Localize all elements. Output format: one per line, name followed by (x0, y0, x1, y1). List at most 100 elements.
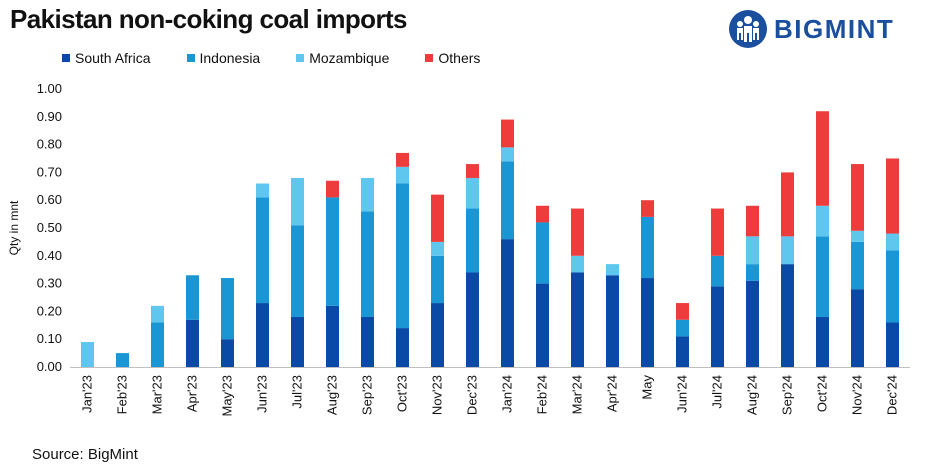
bar-south-africa (361, 316, 374, 367)
bar-south-africa (291, 316, 304, 367)
bar-indonesia (396, 183, 409, 329)
x-tick-label: Jul'23 (290, 375, 305, 409)
bar-south-africa (606, 275, 619, 367)
bar-mozambique (816, 205, 829, 237)
bar-indonesia (886, 250, 899, 323)
y-tick-label: 0.20 (37, 303, 62, 318)
legend-item-mozambique: Mozambique (296, 50, 389, 66)
y-tick-label: 0.10 (37, 331, 62, 346)
bar-mozambique (151, 305, 164, 323)
bar-south-africa (221, 339, 234, 367)
legend-label-others: Others (438, 50, 481, 66)
bar-indonesia (536, 222, 549, 284)
bar-others (851, 164, 864, 231)
x-tick-label: Jul'24 (710, 375, 725, 409)
bar-others (886, 158, 899, 234)
x-tick-label: Nov'23 (430, 375, 445, 415)
y-tick-label: 0.50 (37, 220, 62, 235)
bar-indonesia (186, 275, 199, 320)
x-tick-label: Oct'23 (395, 375, 410, 412)
bar-indonesia (711, 255, 724, 287)
legend-swatch-mozambique (296, 54, 305, 62)
bar-others (431, 194, 444, 242)
bar-indonesia (151, 322, 164, 367)
x-tick-label: Jan'23 (80, 375, 95, 413)
bar-mozambique (81, 341, 94, 367)
bar-mozambique (746, 236, 759, 265)
bigmint-logo: BIGMINT (728, 9, 894, 49)
legend-item-others: Others (425, 50, 480, 66)
bar-mozambique (501, 147, 514, 162)
bar-mozambique (431, 241, 444, 256)
bar-others (781, 172, 794, 237)
bar-others (676, 303, 689, 320)
bar-others (816, 111, 829, 206)
bar-others (711, 208, 724, 256)
bar-indonesia (746, 264, 759, 281)
bar-south-africa (431, 303, 444, 367)
bar-mozambique (291, 177, 304, 226)
bar-indonesia (256, 197, 269, 304)
bar-indonesia (501, 161, 514, 240)
chart-legend: South Africa Indonesia Mozambique Others (62, 50, 516, 66)
bar-south-africa (536, 283, 549, 367)
x-tick-label: Feb'23 (115, 375, 130, 414)
bar-others (326, 180, 339, 198)
bar-south-africa (641, 278, 654, 367)
bar-south-africa (326, 305, 339, 367)
bar-others (501, 119, 514, 148)
legend-label-indonesia: Indonesia (199, 50, 261, 66)
bar-mozambique (571, 255, 584, 273)
bar-south-africa (851, 289, 864, 367)
legend-label-south-africa: South Africa (75, 50, 151, 66)
x-tick-label: Nov'24 (850, 375, 865, 415)
bigmint-logo-icon (729, 10, 767, 48)
y-tick-label: 0.80 (37, 137, 62, 152)
bar-mozambique (851, 230, 864, 242)
legend-swatch-others (425, 54, 434, 62)
x-tick-label: Feb'24 (535, 375, 550, 414)
x-tick-label: Sep'24 (780, 375, 795, 415)
x-tick-label: Jan'24 (500, 375, 515, 413)
bar-mozambique (466, 177, 479, 209)
bar-south-africa (711, 286, 724, 367)
bar-mozambique (781, 236, 794, 265)
bar-others (466, 164, 479, 178)
bar-mozambique (256, 183, 269, 198)
bar-indonesia (851, 241, 864, 290)
chart-title: Pakistan non-coking coal imports (10, 4, 407, 34)
y-tick-label: 0.70 (37, 164, 62, 179)
bar-indonesia (431, 255, 444, 304)
y-tick-label: 0.00 (37, 359, 62, 374)
bar-south-africa (571, 272, 584, 367)
bar-mozambique (886, 233, 899, 251)
bar-mozambique (606, 264, 619, 276)
bar-south-africa (501, 239, 514, 367)
bar-others (571, 208, 584, 256)
bar-south-africa (676, 336, 689, 367)
bar-indonesia (676, 319, 689, 337)
x-tick-label: Mar'24 (570, 375, 585, 414)
x-tick-label: Aug'24 (745, 375, 760, 415)
y-axis-title: Qty in mnt (7, 200, 21, 255)
bar-south-africa (781, 264, 794, 367)
bigmint-logo-text: BIGMINT (774, 13, 895, 44)
y-tick-label: 0.30 (37, 276, 62, 291)
bar-south-africa (746, 280, 759, 367)
bar-indonesia (221, 278, 234, 340)
y-tick-label: 0.40 (37, 248, 62, 263)
x-tick-label: May'23 (220, 375, 235, 417)
y-tick-label: 1.00 (37, 81, 62, 96)
bar-indonesia (641, 216, 654, 279)
bar-indonesia (361, 211, 374, 317)
bar-south-africa (466, 272, 479, 367)
x-tick-label: Mar'23 (150, 375, 165, 414)
y-tick-label: 0.60 (37, 192, 62, 207)
legend-swatch-south-africa (62, 54, 70, 62)
bar-indonesia (291, 225, 304, 317)
bar-south-africa (816, 316, 829, 367)
x-tick-label: Dec'23 (465, 375, 480, 415)
bar-mozambique (396, 166, 409, 184)
x-tick-label: Apr'24 (605, 375, 620, 412)
